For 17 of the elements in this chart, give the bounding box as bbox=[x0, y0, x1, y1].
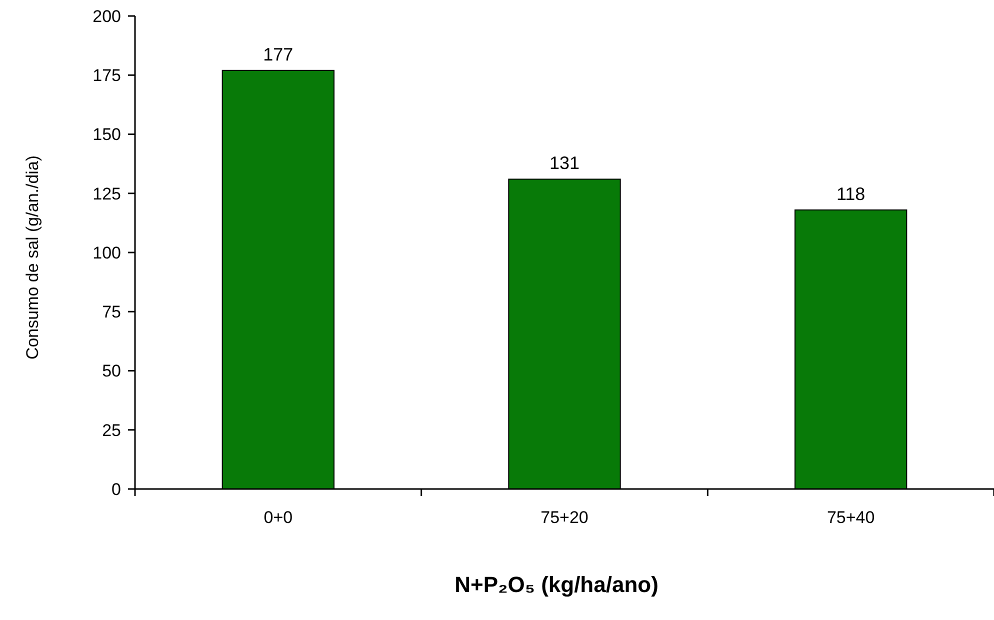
y-tick-label: 25 bbox=[102, 420, 121, 440]
data-label: 118 bbox=[836, 184, 866, 204]
y-tick-label: 200 bbox=[92, 6, 121, 26]
y-tick-label: 0 bbox=[112, 480, 121, 499]
x-tick-label: 75+20 bbox=[540, 508, 588, 527]
y-tick-label: 75 bbox=[102, 302, 121, 322]
y-tick-label: 150 bbox=[92, 125, 121, 144]
y-tick-label: 125 bbox=[92, 184, 121, 204]
data-label: 131 bbox=[549, 153, 580, 174]
y-tick-label: 100 bbox=[92, 243, 121, 262]
y-tick-label: 50 bbox=[102, 362, 121, 381]
data-label: 177 bbox=[263, 44, 294, 64]
y-axis-title: Consumo de sal (g/an./dia) bbox=[23, 155, 42, 360]
x-tick-label: 75+40 bbox=[826, 508, 875, 527]
x-tick-label: 0+0 bbox=[264, 508, 293, 527]
y-tick-label: 175 bbox=[92, 66, 121, 86]
x-axis-title: N+P₂O₅ (kg/ha/ano) bbox=[454, 572, 658, 597]
